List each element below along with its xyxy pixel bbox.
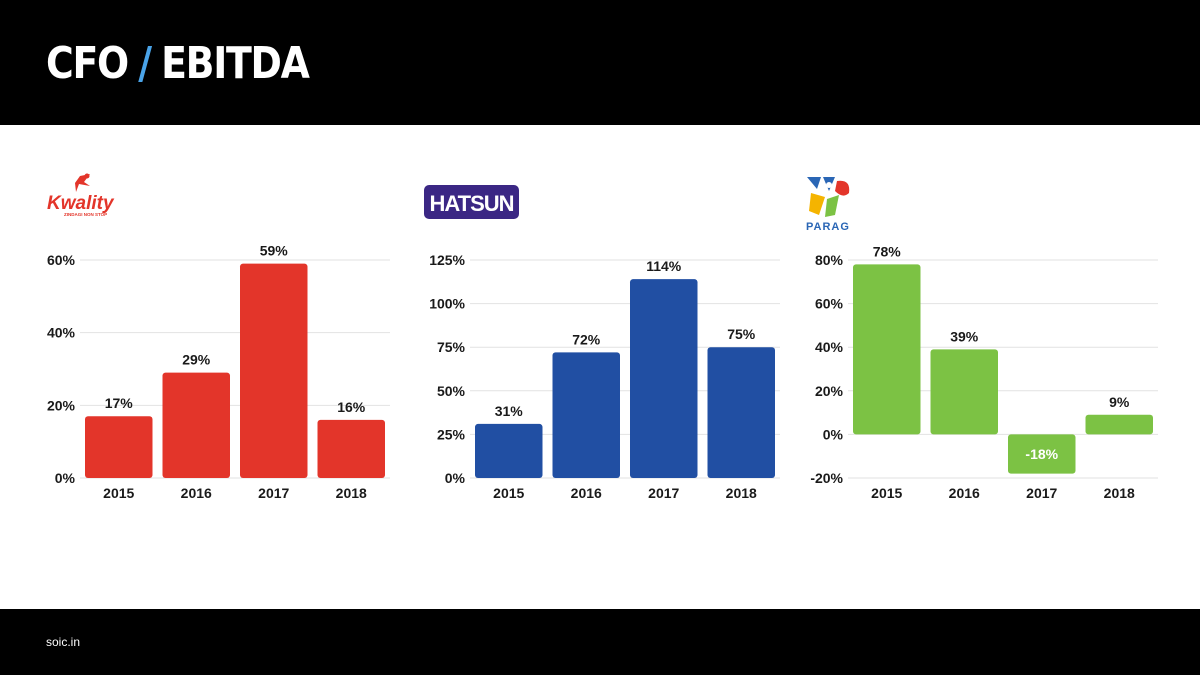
data-label: 59% (260, 243, 289, 259)
footer-bar: soic.in (0, 609, 1200, 675)
data-label: 31% (495, 403, 524, 419)
y-tick-label: 40% (815, 339, 844, 355)
parag-bar-2017 (1008, 434, 1076, 474)
hatsun-bar-2018 (707, 347, 775, 478)
y-tick-label: 40% (47, 325, 76, 341)
hatsun-bar-2017 (630, 279, 698, 478)
kwality-bar-2016 (162, 372, 230, 478)
y-tick-label: 60% (47, 252, 76, 268)
title-ebitda: EBITDA (161, 38, 310, 89)
parag-bar-2016 (930, 349, 998, 435)
y-tick-label: 25% (437, 426, 466, 442)
y-tick-label: 0% (55, 470, 76, 486)
kwality-bar-2015 (85, 416, 153, 478)
parag-logo: PARAG (805, 175, 855, 233)
data-label: 29% (182, 352, 211, 368)
hatsun-bar-2016 (552, 352, 620, 478)
x-tick-label: 2018 (336, 485, 367, 501)
x-tick-label: 2018 (1104, 485, 1135, 501)
data-label: 16% (337, 399, 366, 415)
x-tick-label: 2016 (181, 485, 212, 501)
x-tick-label: 2017 (648, 485, 679, 501)
data-label: 78% (873, 243, 902, 259)
y-tick-label: -20% (810, 470, 843, 486)
svg-text:HATSUN: HATSUN (429, 191, 513, 216)
x-tick-label: 2015 (493, 485, 524, 501)
parag-bar-2015 (853, 264, 921, 435)
kwality-bar-2018 (317, 419, 385, 478)
x-tick-label: 2016 (949, 485, 980, 501)
title-separator: / (138, 38, 152, 89)
y-tick-label: 20% (815, 383, 844, 399)
svg-text:Kwality: Kwality (47, 193, 115, 214)
x-tick-label: 2017 (258, 485, 289, 501)
parag-cfo-ebitda-chart: -20% 0% 20% 40% 60% 80% 78% 2015 39% 2016 -18% 2017… (810, 243, 1158, 501)
y-tick-label: 20% (47, 397, 76, 413)
data-label: 72% (572, 331, 601, 347)
title-cfo: CFO (46, 38, 129, 89)
y-tick-label: 75% (437, 339, 466, 355)
kwality-bar-2017 (240, 263, 308, 478)
kwality-logo: Kwality ZINDAGI NON STOP (46, 172, 126, 218)
y-tick-label: 60% (815, 296, 844, 312)
data-label: -18% (1025, 446, 1058, 462)
parag-bar-2018 (1085, 414, 1153, 435)
data-label: 9% (1109, 394, 1130, 410)
x-tick-label: 2018 (726, 485, 757, 501)
x-tick-label: 2016 (571, 485, 602, 501)
page-title: CFO / EBITDA (46, 38, 310, 89)
y-tick-label: 80% (815, 252, 844, 268)
data-label: 17% (105, 395, 134, 411)
y-tick-label: 0% (823, 426, 844, 442)
y-tick-label: 125% (429, 252, 465, 268)
data-label: 114% (646, 258, 682, 274)
hatsun-bar-2015 (475, 423, 543, 478)
footer-site-link[interactable]: soic.in (46, 635, 81, 649)
y-tick-label: 50% (437, 383, 466, 399)
svg-text:PARAG: PARAG (806, 221, 850, 233)
x-tick-label: 2015 (871, 485, 902, 501)
y-tick-label: 100% (429, 296, 465, 312)
header-bar: CFO / EBITDA (0, 0, 1200, 125)
hatsun-cfo-ebitda-chart: 0% 25% 50% 75% 100% 125% 31% 2015 72% 2016 114% 201… (429, 252, 780, 501)
data-label: 75% (727, 326, 756, 342)
x-tick-label: 2017 (1026, 485, 1057, 501)
kwality-cfo-ebitda-chart: 0% 20% 40% 60% 17% 2015 29% 2016 59% 2017 16% 2018 (47, 243, 390, 501)
svg-text:ZINDAGI NON STOP: ZINDAGI NON STOP (64, 212, 107, 217)
data-label: 39% (950, 328, 979, 344)
hatsun-logo: HATSUN (424, 185, 519, 219)
x-tick-label: 2015 (103, 485, 134, 501)
y-tick-label: 0% (445, 470, 466, 486)
